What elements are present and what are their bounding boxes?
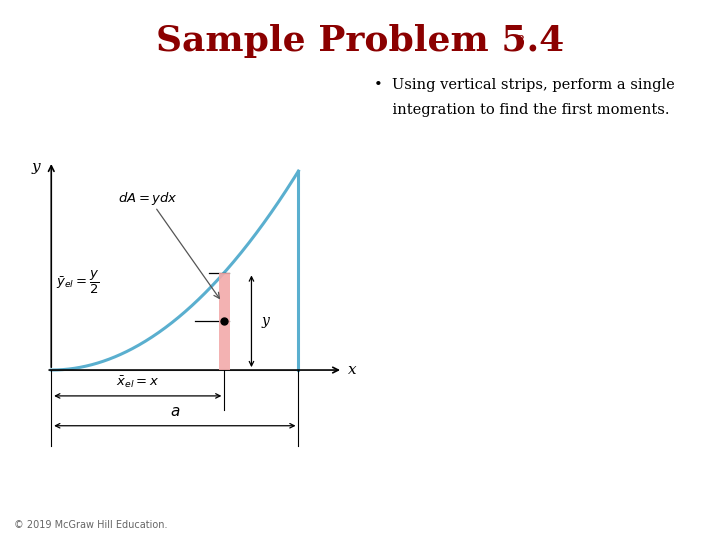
Text: y: y xyxy=(261,314,269,328)
Text: y: y xyxy=(32,160,40,174)
Text: integration to find the first moments.: integration to find the first moments. xyxy=(374,103,670,117)
Text: © 2019 McGraw Hill Education.: © 2019 McGraw Hill Education. xyxy=(14,520,168,530)
Text: Sample Problem 5.4: Sample Problem 5.4 xyxy=(156,24,564,58)
Text: 3: 3 xyxy=(517,35,525,48)
Text: $\bar{y}_{el} = \dfrac{y}{2}$: $\bar{y}_{el} = \dfrac{y}{2}$ xyxy=(56,269,100,296)
Text: $\bar{x}_{el} = x$: $\bar{x}_{el} = x$ xyxy=(116,374,159,390)
Bar xyxy=(219,273,230,370)
Text: •  Using vertical strips, perform a single: • Using vertical strips, perform a singl… xyxy=(374,78,675,92)
Text: x: x xyxy=(348,363,356,377)
Text: $a$: $a$ xyxy=(170,405,180,419)
Text: $dA = ydx$: $dA = ydx$ xyxy=(118,191,178,207)
